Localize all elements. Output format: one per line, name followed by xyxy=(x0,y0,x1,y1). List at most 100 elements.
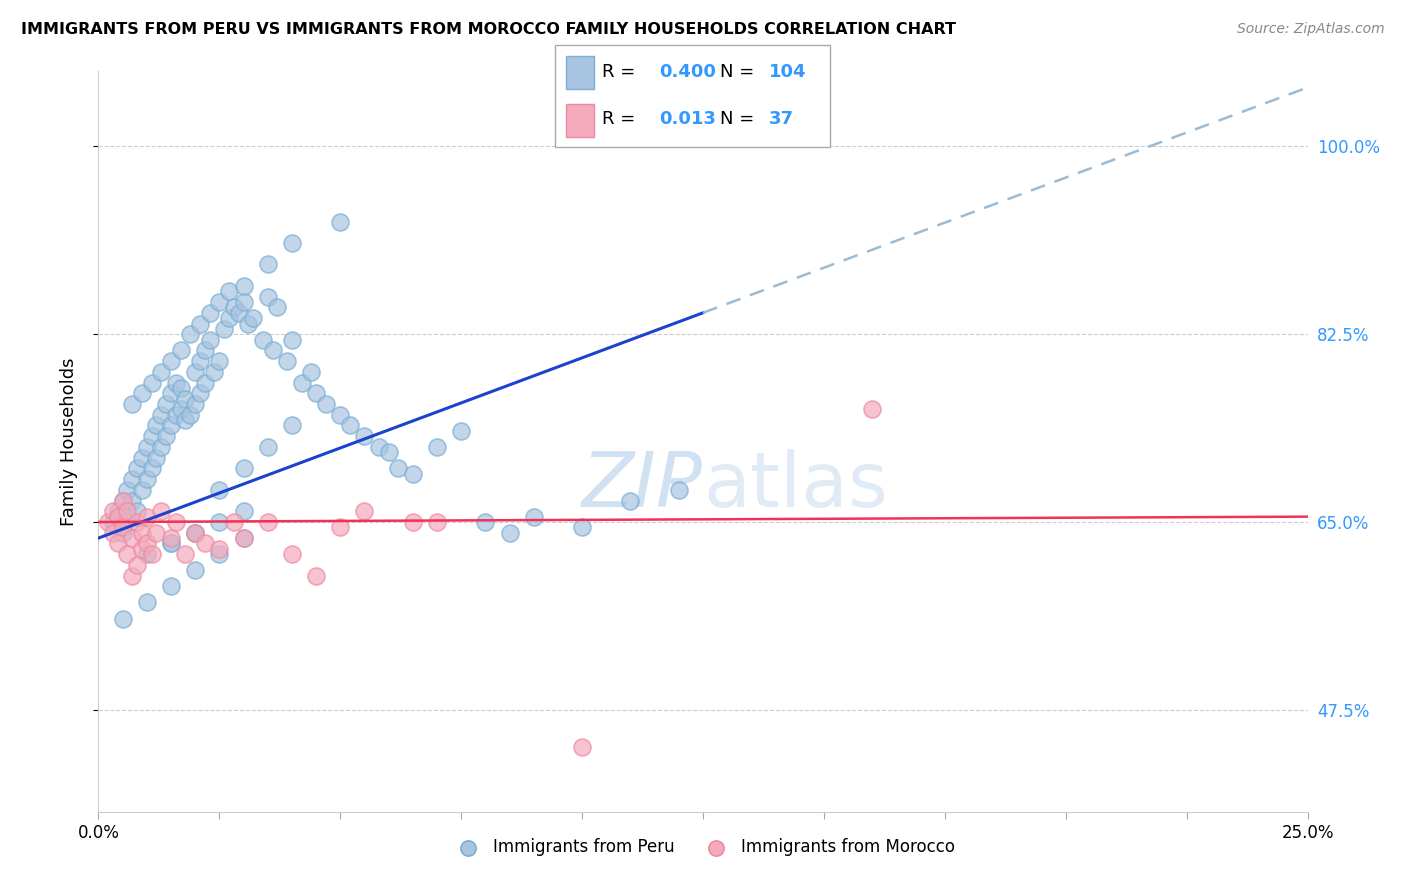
Point xyxy=(339,418,361,433)
Point xyxy=(141,461,163,475)
Point xyxy=(232,461,254,475)
Point xyxy=(135,440,157,454)
Point xyxy=(131,541,153,556)
Point xyxy=(111,493,134,508)
Point xyxy=(188,386,211,401)
Point xyxy=(232,531,254,545)
Point xyxy=(160,579,183,593)
Point xyxy=(212,322,235,336)
Point xyxy=(262,343,284,358)
Point xyxy=(222,301,245,315)
Point xyxy=(232,295,254,310)
Point xyxy=(111,611,134,625)
Point xyxy=(117,547,139,561)
Point xyxy=(252,333,274,347)
Point xyxy=(174,413,197,427)
Point xyxy=(127,515,149,529)
Point xyxy=(150,408,173,422)
Point xyxy=(160,386,183,401)
Point xyxy=(299,365,322,379)
Point xyxy=(208,541,231,556)
Point xyxy=(160,536,183,550)
Text: R =: R = xyxy=(602,111,641,128)
Point xyxy=(145,525,167,540)
Point xyxy=(97,515,120,529)
Point xyxy=(135,536,157,550)
Point xyxy=(117,509,139,524)
Point xyxy=(121,397,143,411)
Point xyxy=(242,311,264,326)
Point xyxy=(127,461,149,475)
Point xyxy=(121,493,143,508)
Text: N =: N = xyxy=(720,111,759,128)
Point xyxy=(121,568,143,582)
Point xyxy=(121,472,143,486)
Point xyxy=(188,354,211,368)
Point xyxy=(169,381,191,395)
Text: 104: 104 xyxy=(769,63,807,81)
Point xyxy=(387,461,409,475)
Point xyxy=(256,258,278,272)
Point xyxy=(150,504,173,518)
Point xyxy=(860,402,883,417)
Point xyxy=(256,290,278,304)
Text: R =: R = xyxy=(602,63,641,81)
Point xyxy=(184,397,207,411)
Point xyxy=(256,440,278,454)
Point xyxy=(353,504,375,518)
Point xyxy=(218,285,240,299)
Point xyxy=(101,515,124,529)
Point xyxy=(111,525,134,540)
Point xyxy=(160,418,183,433)
Point xyxy=(127,558,149,572)
Text: ZIP: ZIP xyxy=(582,449,703,523)
Point xyxy=(188,317,211,331)
Point xyxy=(141,547,163,561)
Text: Source: ZipAtlas.com: Source: ZipAtlas.com xyxy=(1237,22,1385,37)
Point xyxy=(571,740,593,755)
Point xyxy=(131,450,153,465)
Point xyxy=(198,306,221,320)
Point xyxy=(169,343,191,358)
Bar xyxy=(567,104,593,137)
Point xyxy=(135,472,157,486)
Point xyxy=(498,525,520,540)
Point xyxy=(208,295,231,310)
Point xyxy=(101,504,124,518)
FancyBboxPatch shape xyxy=(555,45,830,147)
Point xyxy=(204,365,226,379)
Point xyxy=(232,504,254,518)
Bar xyxy=(567,56,593,88)
Point xyxy=(169,402,191,417)
Text: 37: 37 xyxy=(769,111,794,128)
Point xyxy=(179,408,201,422)
Point xyxy=(208,547,231,561)
Point xyxy=(141,429,163,443)
Point xyxy=(256,515,278,529)
Point xyxy=(668,483,690,497)
Point xyxy=(198,333,221,347)
Point xyxy=(141,376,163,390)
Point xyxy=(150,365,173,379)
Point xyxy=(315,397,337,411)
Point xyxy=(135,595,157,609)
Point xyxy=(329,408,352,422)
Point xyxy=(353,429,375,443)
Point xyxy=(155,429,177,443)
Point xyxy=(426,515,449,529)
Text: N =: N = xyxy=(720,63,759,81)
Point xyxy=(329,214,352,228)
Point xyxy=(121,531,143,545)
Point xyxy=(281,333,304,347)
Point xyxy=(228,306,250,320)
Point xyxy=(218,311,240,326)
Point xyxy=(165,376,187,390)
Point xyxy=(131,525,153,540)
Point xyxy=(150,440,173,454)
Y-axis label: Family Households: Family Households xyxy=(59,358,77,525)
Legend: Immigrants from Peru, Immigrants from Morocco: Immigrants from Peru, Immigrants from Mo… xyxy=(444,831,962,863)
Point xyxy=(165,408,187,422)
Point xyxy=(111,493,134,508)
Point xyxy=(160,536,183,550)
Point xyxy=(305,568,328,582)
